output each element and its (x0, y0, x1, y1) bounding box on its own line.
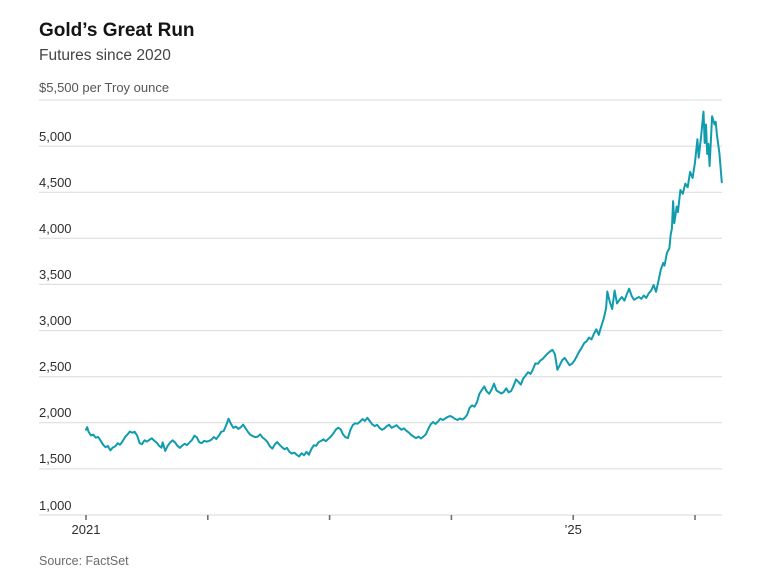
y-axis-label: 1,500 (39, 451, 72, 467)
y-axis-label: 3,000 (39, 313, 72, 329)
y-axis-label: 2,500 (39, 359, 72, 375)
price-line-series (85, 110, 723, 458)
y-axis-label: 5,000 (39, 128, 72, 144)
y-axis-top-label: $5,500 per Troy ounce (39, 80, 170, 95)
x-axis-label: ’25 (564, 522, 582, 537)
x-axis-label: 2021 (71, 522, 101, 537)
source-note: Source: FactSet (39, 554, 129, 568)
y-axis-label: 3,500 (39, 266, 72, 282)
y-axis-label: 4,500 (39, 174, 72, 190)
chart-title: Gold’s Great Run (39, 20, 195, 41)
chart-subtitle: Futures since 2020 (39, 47, 171, 64)
y-axis-label: 4,000 (39, 220, 72, 236)
y-axis-label: 2,000 (39, 405, 72, 421)
y-axis-label: 1,000 (39, 497, 72, 513)
